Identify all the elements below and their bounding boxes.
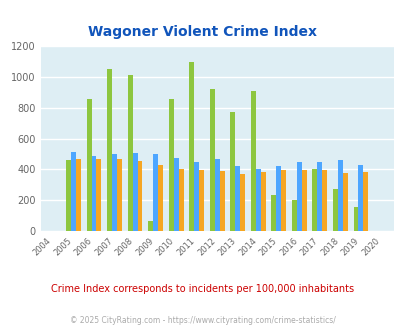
Bar [112,154,117,231]
Bar [281,170,286,231]
Bar [66,160,71,231]
Bar [71,152,76,231]
Bar [332,189,337,231]
Bar [117,159,121,231]
Bar [153,154,158,231]
Bar [76,159,81,231]
Bar [235,166,240,231]
Bar [342,173,347,231]
Bar [107,69,112,231]
Bar [198,170,204,231]
Bar [276,166,281,231]
Bar [358,165,362,231]
Bar [209,89,214,231]
Bar [317,162,322,231]
Bar [301,170,306,231]
Bar [86,99,91,231]
Text: © 2025 CityRating.com - https://www.cityrating.com/crime-statistics/: © 2025 CityRating.com - https://www.city… [70,316,335,325]
Bar [296,162,301,231]
Bar [148,221,153,231]
Text: Wagoner Violent Crime Index: Wagoner Violent Crime Index [88,25,317,39]
Bar [322,170,326,231]
Bar [271,195,276,231]
Bar [96,159,101,231]
Bar [219,171,224,231]
Bar [173,158,178,231]
Bar [250,91,255,231]
Bar [260,173,265,231]
Bar [189,62,194,231]
Bar [240,174,245,231]
Bar [353,207,358,231]
Bar [337,160,342,231]
Text: Crime Index corresponds to incidents per 100,000 inhabitants: Crime Index corresponds to incidents per… [51,284,354,294]
Bar [178,169,183,231]
Bar [362,173,367,231]
Bar [291,200,296,231]
Bar [91,155,96,231]
Bar [137,161,142,231]
Bar [132,153,137,231]
Bar [230,112,235,231]
Bar [214,159,219,231]
Bar [158,165,162,231]
Bar [127,76,132,231]
Bar [168,99,173,231]
Bar [312,169,317,231]
Bar [194,162,198,231]
Bar [255,169,260,231]
